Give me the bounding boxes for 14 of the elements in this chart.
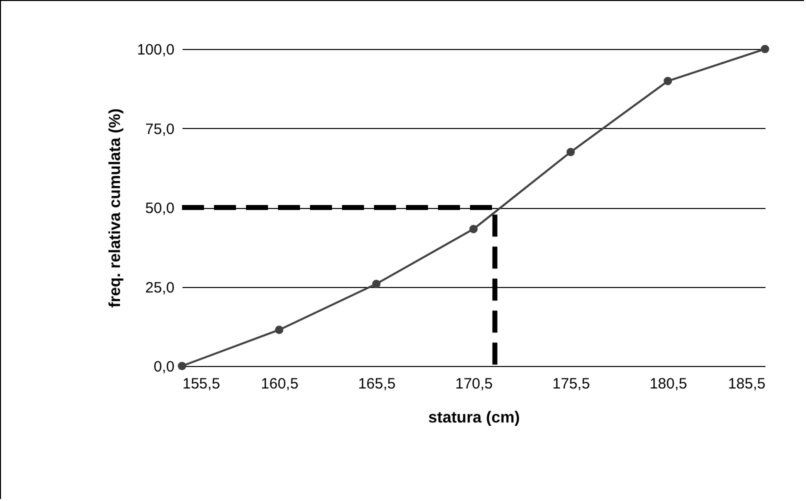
x-tick-label: 160,5 — [260, 376, 298, 392]
y-tick-label: 50,0 — [145, 200, 174, 217]
y-axis-title: freq. relativa cumulata (%) — [106, 108, 124, 308]
y-tick-label: 75,0 — [145, 120, 174, 138]
x-tick-label: 175,5 — [552, 376, 590, 392]
x-tick-label: 165,5 — [358, 376, 396, 392]
y-tick-label: 0,0 — [154, 358, 174, 376]
x-tick-label: 180,5 — [650, 376, 688, 392]
y-tick-label: 25,0 — [145, 279, 174, 296]
x-tick-label: 185,5 — [728, 376, 766, 392]
y-tick-label: 100,0 — [136, 42, 174, 58]
x-tick-label: 155,5 — [182, 376, 220, 392]
x-tick-label: 170,5 — [455, 376, 493, 392]
x-axis-title: statura (cm) — [428, 410, 520, 426]
